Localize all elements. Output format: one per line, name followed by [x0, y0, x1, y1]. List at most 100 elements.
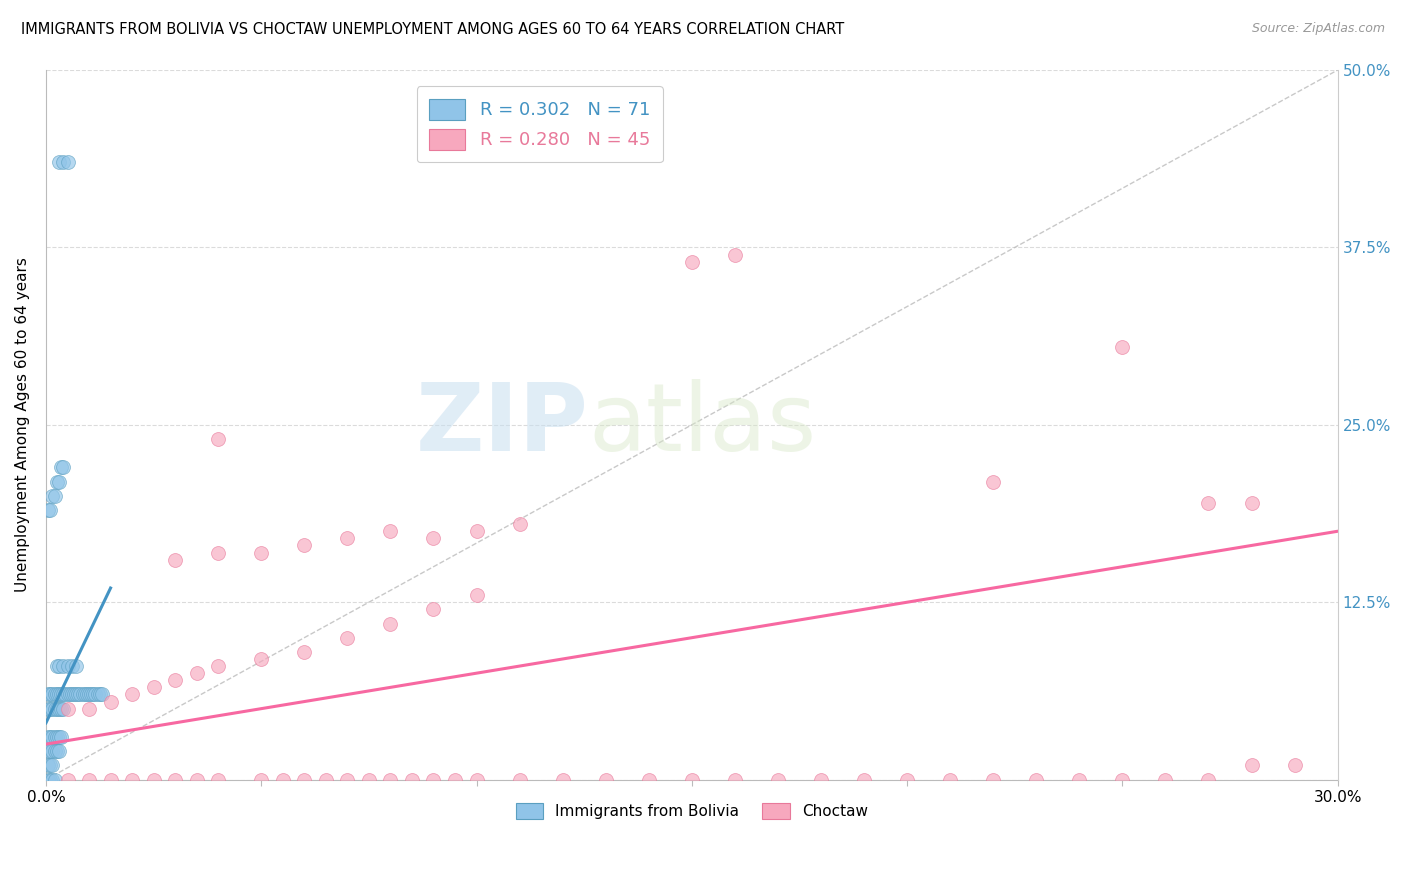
Point — [1198, 772, 1220, 787]
Point — [292, 772, 315, 787]
Point — [1111, 340, 1133, 354]
Text: Source: ZipAtlas.com: Source: ZipAtlas.com — [1251, 22, 1385, 36]
Point — [766, 772, 789, 787]
Point — [292, 538, 315, 552]
Point — [89, 688, 111, 702]
Point — [315, 772, 337, 787]
Point — [48, 155, 70, 169]
Point — [45, 475, 67, 489]
Point — [72, 688, 94, 702]
Point — [77, 772, 100, 787]
Point — [422, 602, 444, 616]
Point — [39, 730, 62, 744]
Point — [39, 744, 62, 758]
Point — [336, 772, 359, 787]
Point — [52, 659, 75, 673]
Y-axis label: Unemployment Among Ages 60 to 64 years: Unemployment Among Ages 60 to 64 years — [15, 258, 30, 592]
Point — [896, 772, 918, 787]
Point — [91, 688, 114, 702]
Point — [48, 475, 70, 489]
Point — [39, 758, 62, 772]
Point — [80, 688, 103, 702]
Point — [595, 772, 617, 787]
Point — [44, 772, 66, 787]
Point — [41, 701, 63, 715]
Point — [44, 489, 66, 503]
Point — [357, 772, 380, 787]
Point — [44, 701, 66, 715]
Point — [853, 772, 876, 787]
Point — [52, 701, 75, 715]
Point — [142, 772, 165, 787]
Point — [39, 701, 62, 715]
Point — [48, 659, 70, 673]
Point — [250, 652, 273, 666]
Point — [41, 772, 63, 787]
Point — [41, 744, 63, 758]
Point — [165, 552, 187, 566]
Point — [422, 772, 444, 787]
Point — [37, 744, 59, 758]
Point — [465, 588, 488, 602]
Point — [1069, 772, 1091, 787]
Point — [49, 688, 72, 702]
Point — [207, 545, 229, 559]
Point — [41, 489, 63, 503]
Point — [186, 666, 208, 681]
Point — [49, 701, 72, 715]
Point — [56, 701, 79, 715]
Text: ZIP: ZIP — [416, 379, 589, 471]
Point — [509, 772, 531, 787]
Point — [186, 772, 208, 787]
Point — [551, 772, 574, 787]
Point — [41, 688, 63, 702]
Point — [65, 659, 87, 673]
Point — [681, 772, 703, 787]
Point — [44, 730, 66, 744]
Point — [52, 460, 75, 475]
Point — [59, 688, 82, 702]
Point — [60, 688, 83, 702]
Point — [52, 155, 75, 169]
Point — [380, 772, 402, 787]
Point — [76, 688, 98, 702]
Point — [56, 772, 79, 787]
Point — [207, 432, 229, 446]
Point — [250, 545, 273, 559]
Point — [45, 659, 67, 673]
Point — [48, 688, 70, 702]
Point — [39, 503, 62, 517]
Point — [45, 701, 67, 715]
Point — [63, 688, 86, 702]
Point — [45, 730, 67, 744]
Point — [142, 681, 165, 695]
Point — [292, 645, 315, 659]
Point — [1240, 758, 1263, 772]
Point — [1198, 496, 1220, 510]
Point — [380, 524, 402, 539]
Point — [77, 688, 100, 702]
Text: IMMIGRANTS FROM BOLIVIA VS CHOCTAW UNEMPLOYMENT AMONG AGES 60 TO 64 YEARS CORREL: IMMIGRANTS FROM BOLIVIA VS CHOCTAW UNEMP… — [21, 22, 845, 37]
Point — [165, 673, 187, 688]
Point — [67, 688, 90, 702]
Point — [1240, 496, 1263, 510]
Point — [444, 772, 467, 787]
Point — [1154, 772, 1177, 787]
Point — [37, 758, 59, 772]
Point — [65, 688, 87, 702]
Point — [37, 503, 59, 517]
Point — [37, 730, 59, 744]
Point — [69, 688, 91, 702]
Point — [39, 772, 62, 787]
Point — [1111, 772, 1133, 787]
Point — [336, 631, 359, 645]
Point — [48, 701, 70, 715]
Point — [49, 730, 72, 744]
Point — [724, 772, 747, 787]
Point — [250, 772, 273, 787]
Text: atlas: atlas — [589, 379, 817, 471]
Point — [121, 772, 143, 787]
Point — [165, 772, 187, 787]
Point — [56, 155, 79, 169]
Point — [37, 688, 59, 702]
